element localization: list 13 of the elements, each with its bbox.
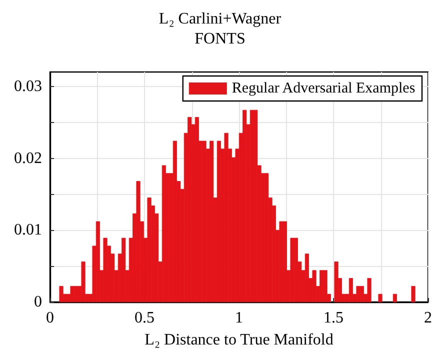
x-axis-title: L₂ Distance to True Manifold bbox=[144, 332, 334, 348]
y-tick-label: 0.01 bbox=[14, 222, 42, 239]
y-tick-label: 0.02 bbox=[14, 150, 42, 167]
legend-label: Regular Adversarial Examples bbox=[232, 80, 416, 96]
x-tick-label: 1.5 bbox=[324, 310, 344, 326]
x-tick-label: 0.5 bbox=[134, 310, 154, 326]
x-tick-label: 2 bbox=[424, 310, 432, 326]
x-tick-label: 1 bbox=[235, 310, 243, 326]
x-tick-label: 0 bbox=[46, 310, 54, 326]
chart-title: L₂ Carlini+Wagner bbox=[158, 10, 282, 28]
y-tick-label: 0 bbox=[34, 294, 42, 310]
y-tick-label: 0.03 bbox=[14, 78, 42, 95]
chart-subtitle: FONTS bbox=[194, 30, 246, 48]
